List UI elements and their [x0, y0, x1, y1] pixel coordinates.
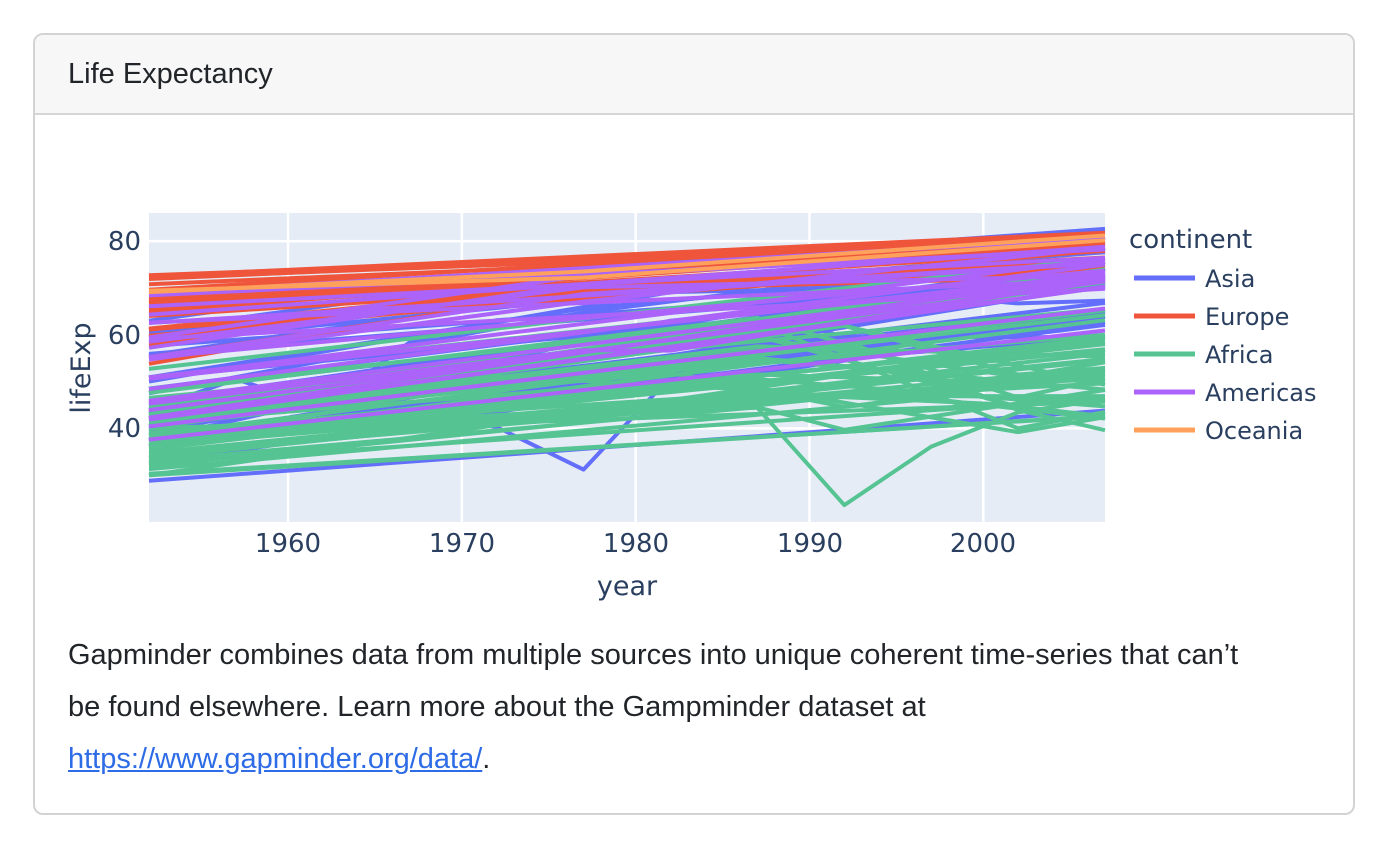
line-mexico [148, 256, 1106, 380]
legend-label-oceania: Oceania [1205, 417, 1303, 445]
card-header: Life Expectancy [35, 35, 1353, 115]
line-venezuela [148, 268, 1106, 360]
x-tick-1960: 1960 [255, 529, 321, 559]
x-axis-title: year [597, 571, 658, 602]
card: Life Expectancy 1960 1970 1980 1990 2000… [33, 33, 1355, 815]
legend-item-americas[interactable]: Americas [1134, 379, 1317, 407]
y-tick-60: 60 [108, 321, 141, 351]
x-tick-1980: 1980 [603, 529, 669, 559]
y-tick-80: 80 [108, 227, 141, 257]
x-tick-1990: 1990 [777, 529, 843, 559]
legend-label-africa: Africa [1205, 341, 1273, 369]
line-niger [148, 347, 1106, 443]
line-switzerland [148, 231, 1106, 292]
line-rwanda [148, 397, 1106, 508]
description-suffix: . [482, 743, 491, 775]
y-axis-tick-labels: 80 60 40 [108, 227, 141, 444]
line-mali [148, 358, 1106, 460]
x-axis-tick-labels: 1960 1970 1980 1990 2000 [255, 529, 1016, 559]
legend-item-oceania[interactable]: Oceania [1134, 417, 1303, 445]
legend-label-americas: Americas [1205, 379, 1317, 407]
line-bolivia [148, 306, 1106, 429]
legend-item-asia[interactable]: Asia [1134, 265, 1255, 293]
line-botswana [148, 315, 1106, 400]
card-title: Life Expectancy [68, 57, 273, 90]
line-uruguay [148, 255, 1106, 309]
line-honduras [148, 285, 1106, 422]
line-mozambique [148, 396, 1106, 472]
line-nigeria [148, 394, 1105, 448]
line-sierra-leone [148, 414, 1106, 476]
x-tick-2000: 2000 [950, 529, 1016, 559]
line-uganda [148, 372, 1106, 431]
life-expectancy-chart: 1960 1970 1980 1990 2000 80 60 40 year l… [35, 115, 1353, 615]
gapminder-link[interactable]: https://www.gapminder.org/data/ [68, 743, 483, 775]
y-axis-title: lifeExp [66, 322, 97, 413]
legend-label-europe: Europe [1205, 303, 1289, 331]
line-haiti [148, 328, 1106, 442]
legend-title: continent [1129, 225, 1252, 255]
chart-svg: 1960 1970 1980 1990 2000 80 60 40 year l… [66, 213, 1317, 602]
x-tick-1970: 1970 [429, 529, 495, 559]
legend: continent Asia Europe Africa Americas [1129, 225, 1317, 445]
line-new-zealand [148, 238, 1106, 293]
chart-lines [148, 226, 1106, 508]
legend-label-asia: Asia [1205, 265, 1255, 293]
line-peru [148, 279, 1106, 413]
legend-item-europe[interactable]: Europe [1134, 303, 1289, 331]
legend-item-africa[interactable]: Africa [1134, 341, 1273, 369]
description-text: Gapminder combines data from multiple so… [68, 639, 1239, 723]
description: Gapminder combines data from multiple so… [35, 629, 1325, 785]
line-zimbabwe [148, 321, 1106, 431]
y-tick-40: 40 [108, 414, 141, 444]
line-tanzania [148, 367, 1106, 425]
line-panama [148, 260, 1106, 360]
